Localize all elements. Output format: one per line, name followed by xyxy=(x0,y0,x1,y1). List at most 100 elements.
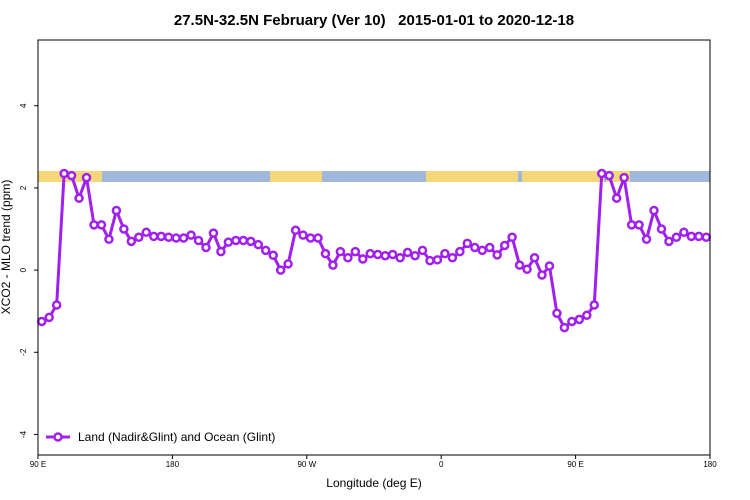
x-tick-label: 90 E xyxy=(30,460,46,469)
data-point xyxy=(552,308,562,318)
x-tick-label: 180 xyxy=(703,460,717,469)
data-point xyxy=(470,242,480,253)
data-point xyxy=(477,245,488,256)
data-point xyxy=(104,234,114,245)
data-point xyxy=(231,235,241,246)
data-point xyxy=(507,232,517,242)
data-point xyxy=(268,250,278,261)
land xyxy=(270,171,322,182)
y-tick-label: 2 xyxy=(19,185,28,190)
data-point xyxy=(611,193,622,203)
data-point xyxy=(81,172,92,183)
data-point xyxy=(641,234,652,245)
data-point xyxy=(604,170,614,181)
data-point xyxy=(499,240,510,251)
data-point xyxy=(484,242,495,253)
data-point xyxy=(626,220,637,230)
plot-area xyxy=(36,168,712,333)
data-point xyxy=(320,248,331,259)
data-point xyxy=(671,232,682,242)
x-tick-label: 90 E xyxy=(567,460,583,469)
data-point xyxy=(664,236,674,247)
data-point xyxy=(163,232,174,242)
y-tick-label: 4 xyxy=(19,103,28,108)
data-point xyxy=(656,224,667,234)
legend-label: Land (Nadir&Glint) and Ocean (Glint) xyxy=(78,430,275,444)
data-point xyxy=(596,168,607,179)
data-point xyxy=(96,220,107,230)
data-point xyxy=(171,233,181,243)
data-point xyxy=(634,220,644,230)
ocean xyxy=(38,171,710,182)
data-point xyxy=(372,249,383,260)
data-point xyxy=(417,245,428,256)
data-point xyxy=(208,228,219,238)
data-point xyxy=(216,246,226,257)
data-point xyxy=(410,250,420,261)
plot-frame xyxy=(37,39,711,456)
data-point xyxy=(574,314,585,325)
data-point xyxy=(44,312,54,323)
data-point xyxy=(544,261,555,271)
data-point xyxy=(402,247,413,258)
land xyxy=(426,171,518,182)
land xyxy=(606,171,630,182)
data-point xyxy=(567,316,577,327)
y-tick-label: -2 xyxy=(19,348,28,356)
data-point xyxy=(440,248,450,259)
data-point xyxy=(148,231,159,242)
data-point xyxy=(619,172,629,183)
data-point xyxy=(290,225,301,235)
data-point xyxy=(395,253,405,263)
data-point xyxy=(66,170,77,181)
data-point xyxy=(649,205,659,216)
data-point xyxy=(365,248,376,259)
data-point xyxy=(141,227,152,238)
data-point xyxy=(193,235,204,246)
data-point xyxy=(51,300,62,310)
data-point xyxy=(74,193,84,203)
data-point xyxy=(529,253,540,263)
data-point xyxy=(119,224,129,234)
chart-title: 27.5N-32.5N February (Ver 10) 2015-01-01… xyxy=(174,12,574,29)
data-point xyxy=(253,239,264,250)
data-point xyxy=(514,260,525,270)
data-point xyxy=(447,253,458,263)
data-point xyxy=(111,205,122,216)
data-point xyxy=(275,265,286,275)
data-point xyxy=(537,270,547,280)
data-point xyxy=(694,231,704,242)
x-tick-label: 90 W xyxy=(297,460,316,469)
land xyxy=(522,171,604,182)
data-point xyxy=(283,259,293,269)
data-point xyxy=(298,230,308,240)
x-tick-label: 0 xyxy=(439,460,444,469)
data-point xyxy=(328,260,338,270)
data-point xyxy=(679,227,689,238)
data-point xyxy=(701,232,712,242)
data-point xyxy=(126,236,137,247)
data-point xyxy=(522,264,532,275)
data-point xyxy=(492,250,502,260)
data-point xyxy=(582,310,592,321)
data-point xyxy=(455,246,465,257)
x-tick-label: 180 xyxy=(166,460,180,469)
data-point xyxy=(350,246,361,257)
data-point xyxy=(186,230,196,240)
data-point xyxy=(686,231,697,242)
data-point xyxy=(36,316,47,327)
data-point xyxy=(559,322,570,333)
data-point xyxy=(246,236,256,247)
data-point xyxy=(462,238,473,249)
data-point xyxy=(201,242,211,253)
data-point xyxy=(260,245,271,256)
legend-marker xyxy=(53,432,63,442)
x-axis-label: Longitude (deg E) xyxy=(326,476,421,490)
data-point xyxy=(178,233,189,243)
data-point xyxy=(238,235,249,246)
y-axis-label: XCO2 - MLO trend (ppm) xyxy=(0,180,13,315)
data-point xyxy=(134,232,144,242)
data-point xyxy=(305,233,316,243)
